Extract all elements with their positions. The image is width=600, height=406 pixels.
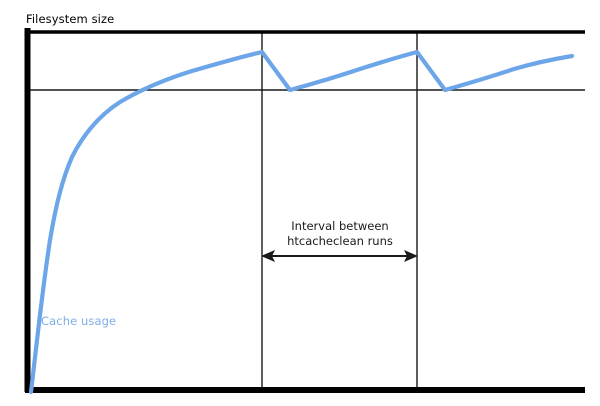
interval-arrow	[261, 250, 418, 262]
interval-arrowhead-left	[261, 250, 275, 262]
interval-arrowhead-right	[404, 250, 418, 262]
cache-usage-curve	[28, 49, 575, 395]
